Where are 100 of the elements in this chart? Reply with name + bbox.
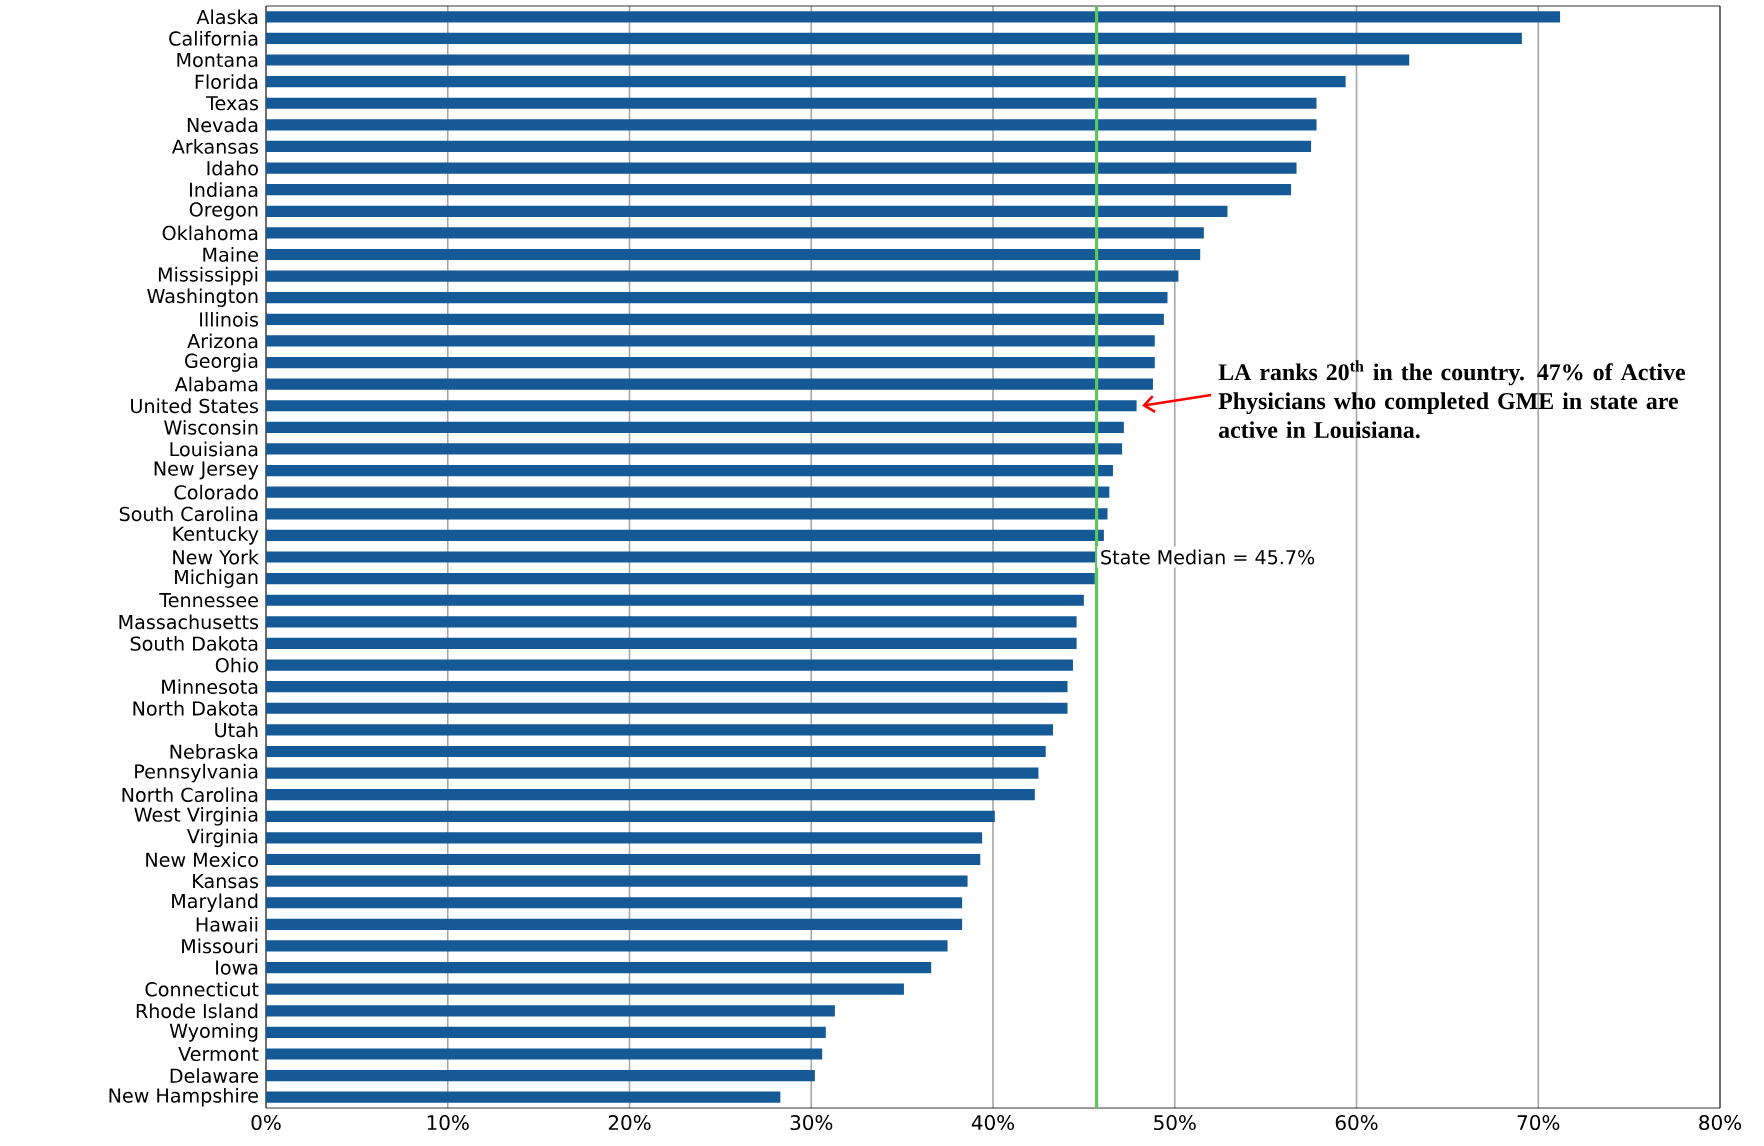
- y-tick-label: Nevada: [187, 117, 258, 133]
- y-tick-label: Minnesota: [162, 679, 258, 695]
- y-tick-label: Indiana: [190, 182, 258, 198]
- bar: [266, 54, 1410, 66]
- bar: [266, 983, 904, 995]
- y-tick-label: Missouri: [182, 938, 258, 954]
- bar: [266, 11, 1561, 23]
- y-tick-label: Delaware: [170, 1068, 258, 1084]
- y-tick-label: Arizona: [187, 333, 258, 349]
- bar: [266, 1048, 823, 1060]
- bar: [266, 832, 983, 844]
- bar: [266, 76, 1346, 88]
- annotation: LA ranks 20$^{th}$ in the country. 47% of Active Physicians who completed GME in state are active in Louisiana.: [1218, 360, 1685, 439]
- bar: [266, 508, 1108, 520]
- bar: [266, 789, 1035, 801]
- y-tick-label: Connecticut: [145, 981, 259, 997]
- y-tick-label: Maine: [203, 247, 258, 262]
- bar: [266, 724, 1053, 736]
- bar: [266, 313, 1164, 325]
- bar: [266, 529, 1104, 541]
- y-tick-label: Mississippi: [158, 266, 258, 286]
- y-tick-label: South Dakota: [130, 636, 258, 651]
- y-tick-label: West Virginia: [134, 807, 258, 826]
- y-tick-label: Colorado: [174, 484, 258, 500]
- y-tick-label: Kansas: [193, 874, 259, 889]
- bar: [266, 184, 1292, 196]
- bar: [266, 810, 995, 822]
- bar: [266, 248, 1201, 261]
- y-tick-label: New Jersey: [154, 461, 259, 480]
- y-tick-label: Pennsylvania: [135, 763, 258, 783]
- x-tick-label: 80%: [1699, 1115, 1742, 1131]
- y-tick-label: New York: [173, 549, 259, 565]
- y-tick-label: Michigan: [175, 569, 258, 588]
- x-tick-label: 0%: [251, 1115, 281, 1131]
- x-tick-label: 40%: [971, 1115, 1015, 1131]
- y-tick-label: Alaska: [196, 9, 258, 25]
- bar: [266, 32, 1522, 45]
- y-tick-label: Tennessee: [159, 593, 258, 608]
- bar: [266, 573, 1095, 585]
- y-tick-label: Utah: [215, 722, 258, 738]
- bar: [266, 594, 1084, 606]
- bar: [266, 97, 1317, 109]
- bar: [266, 378, 1153, 390]
- y-tick-label: Rhode Island: [136, 1003, 258, 1019]
- bar: [266, 486, 1110, 498]
- x-tick-label: 30%: [790, 1115, 833, 1131]
- x-tick-label: 50%: [1154, 1115, 1196, 1131]
- bar: [266, 421, 1124, 433]
- y-tick-label: Iowa: [216, 960, 258, 975]
- y-tick-label: Idaho: [207, 160, 258, 176]
- y-tick-label: Texas: [206, 96, 259, 111]
- bar: [266, 356, 1155, 369]
- y-tick-label: Massachusetts: [119, 614, 259, 630]
- bar: [266, 140, 1312, 153]
- x-tick-label: 60%: [1335, 1115, 1378, 1131]
- y-tick-label: Illinois: [200, 311, 259, 327]
- bar: [266, 940, 948, 952]
- y-tick-label: Ohio: [215, 657, 258, 673]
- y-tick-label: Nebraska: [170, 744, 258, 759]
- y-tick-label: Oregon: [189, 202, 258, 221]
- bar: [266, 292, 1168, 304]
- y-tick-label: Georgia: [185, 353, 258, 372]
- y-tick-label: New Hampshire: [109, 1087, 258, 1107]
- y-tick-label: Montana: [177, 52, 258, 68]
- y-tick-label: Wyoming: [169, 1023, 258, 1042]
- bar: [266, 205, 1228, 217]
- y-tick-label: Washington: [147, 288, 258, 307]
- y-tick-label: North Dakota: [133, 700, 258, 716]
- ref-line-label: State Median = 45.7%: [1101, 549, 1315, 565]
- x-tick-label: 70%: [1517, 1115, 1560, 1131]
- bar: [266, 335, 1155, 347]
- bar: [266, 162, 1297, 174]
- y-tick-label: Louisiana: [170, 441, 258, 457]
- bar: [266, 616, 1077, 628]
- bar: [266, 119, 1317, 131]
- bar: [266, 659, 1073, 671]
- y-tick-label: Kentucky: [173, 526, 259, 545]
- bar: [266, 1026, 826, 1038]
- y-tick-label: United States: [131, 398, 259, 414]
- bar: [266, 464, 1113, 477]
- y-tick-label: California: [169, 31, 258, 46]
- y-tick-label: Vermont: [178, 1046, 259, 1062]
- bar: [266, 400, 1137, 412]
- bar: [266, 961, 932, 974]
- bar: [266, 443, 1123, 455]
- bar: [266, 897, 963, 909]
- bar: [266, 1070, 815, 1082]
- bar: [266, 918, 963, 930]
- y-tick-label: Oklahoma: [162, 225, 258, 241]
- x-tick-label: 10%: [427, 1115, 469, 1131]
- y-tick-label: Alabama: [174, 376, 258, 392]
- bar: [266, 637, 1077, 650]
- bar: [266, 767, 1039, 779]
- y-tick-label: Arkansas: [171, 139, 259, 154]
- bar: [266, 745, 1046, 758]
- bar: [266, 270, 1179, 282]
- x-tick-label: 20%: [608, 1115, 651, 1131]
- bar: [266, 1005, 835, 1017]
- bar: [266, 681, 1068, 693]
- y-tick-label: Florida: [195, 74, 258, 90]
